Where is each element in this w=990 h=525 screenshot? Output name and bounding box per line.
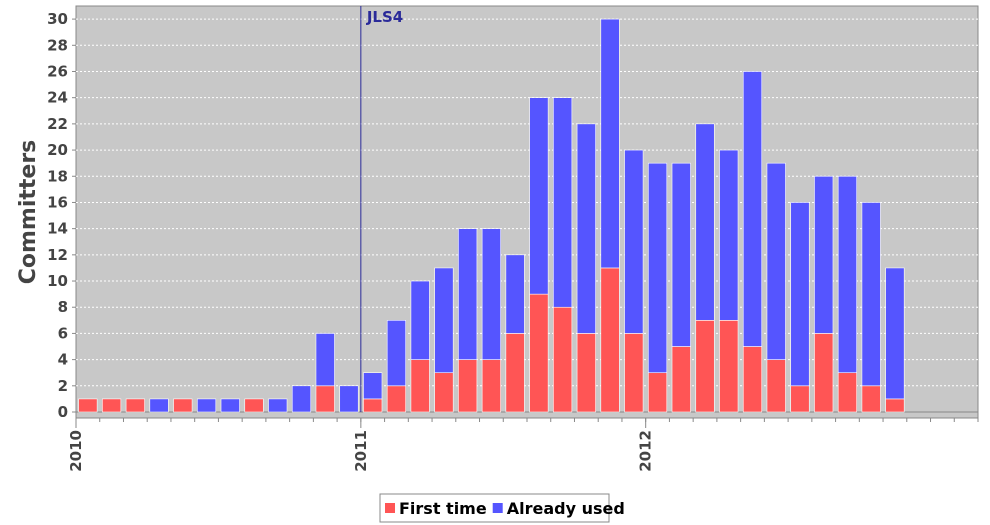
bar-first-time: [600, 267, 620, 413]
x-axis-ticks: 2010 2011 2012: [67, 418, 979, 472]
bar-already-used: [529, 97, 549, 295]
y-tick-label: 22: [47, 115, 68, 133]
y-tick-label: 12: [47, 246, 68, 264]
bar-already-used: [386, 320, 407, 387]
legend-swatch: [385, 503, 395, 513]
y-tick-label: 4: [58, 351, 68, 369]
legend: First time Already used: [379, 493, 625, 523]
bar-already-used: [196, 398, 217, 413]
bar-first-time: [576, 333, 596, 413]
bar-already-used: [315, 333, 335, 387]
x-tick-label: 2011: [352, 430, 370, 472]
bar-already-used: [149, 398, 169, 413]
bar-first-time: [553, 306, 573, 413]
y-tick-label: 20: [47, 141, 68, 159]
y-tick-label: 28: [47, 36, 68, 54]
bar-already-used: [268, 398, 288, 413]
y-tick-label: 26: [47, 62, 68, 80]
bar-already-used: [576, 123, 596, 334]
bar-already-used: [695, 123, 715, 321]
bar-first-time: [790, 385, 810, 413]
bar-first-time: [315, 385, 335, 413]
y-tick-label: 14: [47, 220, 68, 238]
legend-label: First time: [399, 499, 487, 518]
bar-first-time: [481, 359, 501, 413]
bar-first-time: [695, 320, 715, 413]
bar-first-time: [814, 333, 834, 413]
bar-first-time: [434, 372, 454, 413]
bar-already-used: [719, 149, 739, 321]
bar-first-time: [410, 359, 430, 413]
y-tick-label: 0: [58, 403, 68, 421]
bar-already-used: [458, 228, 478, 360]
bar-first-time: [78, 398, 98, 413]
bar-first-time: [386, 385, 407, 413]
bar-already-used: [814, 175, 834, 334]
y-axis-title: Committers: [16, 140, 41, 285]
bar-first-time: [671, 346, 691, 413]
bar-first-time: [363, 398, 383, 413]
bars: [78, 18, 905, 413]
y-tick-label: 18: [47, 167, 68, 185]
bar-first-time: [505, 333, 525, 413]
bar-already-used: [861, 202, 881, 387]
bar-first-time: [885, 398, 905, 413]
bar-already-used: [837, 175, 858, 374]
bar-already-used: [742, 71, 763, 347]
y-tick-label: 24: [47, 89, 68, 107]
bar-first-time: [125, 398, 145, 413]
bar-first-time: [173, 398, 193, 413]
bar-first-time: [529, 293, 549, 413]
bar-first-time: [837, 372, 858, 413]
bar-first-time: [458, 359, 478, 413]
bar-first-time: [624, 333, 644, 413]
y-tick-label: 16: [47, 193, 68, 211]
bar-first-time: [102, 398, 122, 413]
bar-already-used: [363, 372, 383, 400]
bar-already-used: [434, 267, 454, 374]
y-tick-label: 2: [58, 377, 68, 395]
annotations: JLS4: [360, 6, 403, 412]
annotation-label: JLS4: [366, 8, 403, 26]
bar-already-used: [624, 149, 644, 334]
bar-first-time: [861, 385, 881, 413]
y-tick-label: 30: [47, 10, 68, 28]
bar-first-time: [719, 320, 739, 413]
bar-already-used: [790, 202, 810, 387]
bar-already-used: [339, 385, 359, 413]
x-tick-label: 2010: [67, 430, 85, 472]
bar-first-time: [766, 359, 786, 413]
bar-already-used: [410, 280, 430, 360]
y-tick-label: 6: [58, 324, 68, 342]
y-tick-label: 8: [58, 298, 68, 316]
bar-already-used: [766, 162, 786, 360]
bar-already-used: [647, 162, 668, 374]
bar-already-used: [291, 385, 312, 413]
bar-already-used: [885, 267, 905, 400]
bar-already-used: [220, 398, 240, 413]
bar-first-time: [647, 372, 668, 413]
bar-first-time: [244, 398, 264, 413]
bar-already-used: [600, 18, 620, 269]
bar-already-used: [671, 162, 691, 347]
bar-already-used: [481, 228, 501, 360]
legend-swatch: [492, 503, 503, 513]
x-tick-label: 2012: [637, 430, 655, 472]
y-tick-label: 10: [47, 272, 68, 290]
bar-already-used: [505, 254, 525, 334]
legend-label: Already used: [507, 499, 625, 518]
bar-first-time: [742, 346, 763, 413]
bar-already-used: [553, 97, 573, 308]
